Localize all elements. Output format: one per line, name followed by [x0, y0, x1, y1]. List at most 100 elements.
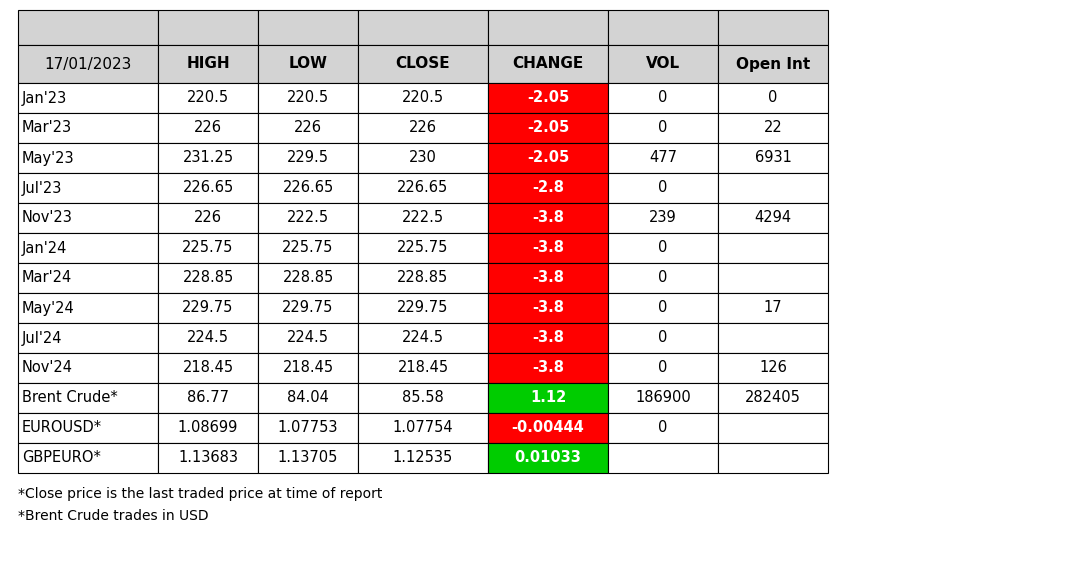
Bar — [258, 45, 358, 83]
Bar — [608, 443, 718, 473]
Bar — [18, 233, 158, 263]
Bar — [718, 203, 828, 233]
Text: *Close price is the last traded price at time of report: *Close price is the last traded price at… — [18, 487, 383, 501]
Text: 225.75: 225.75 — [182, 241, 234, 256]
Text: 230: 230 — [409, 150, 437, 165]
Bar — [18, 203, 158, 233]
Text: 226.65: 226.65 — [182, 180, 234, 195]
Text: Jul'24: Jul'24 — [22, 331, 63, 346]
Text: VOL: VOL — [646, 56, 680, 71]
Bar — [488, 323, 608, 353]
Text: 222.5: 222.5 — [402, 210, 444, 225]
Text: 220.5: 220.5 — [402, 90, 444, 105]
Text: 17: 17 — [764, 301, 783, 316]
Bar — [158, 413, 258, 443]
Bar — [608, 45, 718, 83]
Bar — [258, 293, 358, 323]
Bar — [358, 173, 488, 203]
Text: Mar'24: Mar'24 — [22, 271, 73, 286]
Text: 228.85: 228.85 — [182, 271, 234, 286]
Bar — [718, 293, 828, 323]
Text: May'24: May'24 — [22, 301, 75, 316]
Bar — [608, 383, 718, 413]
Bar — [358, 323, 488, 353]
Text: 0: 0 — [658, 241, 668, 256]
Bar — [608, 323, 718, 353]
Bar — [258, 233, 358, 263]
Bar — [158, 10, 258, 45]
Bar — [258, 113, 358, 143]
Bar — [258, 443, 358, 473]
Bar — [608, 143, 718, 173]
Bar — [718, 113, 828, 143]
Text: -2.05: -2.05 — [527, 90, 569, 105]
Bar — [608, 413, 718, 443]
Text: Mar'23: Mar'23 — [22, 120, 73, 135]
Bar — [488, 443, 608, 473]
Bar — [488, 263, 608, 293]
Text: 1.13705: 1.13705 — [278, 450, 338, 465]
Text: 220.5: 220.5 — [287, 90, 330, 105]
Bar — [158, 293, 258, 323]
Bar — [608, 173, 718, 203]
Text: -2.8: -2.8 — [532, 180, 564, 195]
Text: CLOSE: CLOSE — [396, 56, 450, 71]
Bar — [718, 263, 828, 293]
Bar — [358, 143, 488, 173]
Text: 282405: 282405 — [745, 391, 801, 406]
Text: 1.07753: 1.07753 — [278, 420, 338, 435]
Bar — [358, 10, 488, 45]
Bar — [18, 83, 158, 113]
Bar — [718, 143, 828, 173]
Bar — [158, 143, 258, 173]
Text: 226: 226 — [194, 210, 222, 225]
Bar — [718, 353, 828, 383]
Text: 224.5: 224.5 — [287, 331, 330, 346]
Text: LOW: LOW — [288, 56, 327, 71]
Text: 85.58: 85.58 — [402, 391, 443, 406]
Bar — [158, 323, 258, 353]
Bar — [258, 353, 358, 383]
Text: 226: 226 — [194, 120, 222, 135]
Text: 0: 0 — [658, 90, 668, 105]
Bar — [158, 173, 258, 203]
Text: 228.85: 228.85 — [282, 271, 334, 286]
Bar — [358, 45, 488, 83]
Bar — [488, 413, 608, 443]
Bar — [608, 263, 718, 293]
Bar — [18, 10, 158, 45]
Text: Jan'24: Jan'24 — [22, 241, 67, 256]
Text: 0.01033: 0.01033 — [515, 450, 581, 465]
Bar — [158, 353, 258, 383]
Text: 0: 0 — [658, 271, 668, 286]
Bar — [608, 10, 718, 45]
Bar — [358, 83, 488, 113]
Text: 186900: 186900 — [635, 391, 691, 406]
Bar — [258, 383, 358, 413]
Bar — [258, 323, 358, 353]
Bar — [158, 45, 258, 83]
Text: 224.5: 224.5 — [188, 331, 229, 346]
Bar — [358, 353, 488, 383]
Text: 218.45: 218.45 — [182, 361, 233, 376]
Text: -2.05: -2.05 — [527, 150, 569, 165]
Text: 228.85: 228.85 — [398, 271, 449, 286]
Bar — [358, 203, 488, 233]
Bar — [608, 293, 718, 323]
Text: 0: 0 — [658, 301, 668, 316]
Bar — [608, 353, 718, 383]
Bar — [358, 443, 488, 473]
Bar — [258, 143, 358, 173]
Text: Jan'23: Jan'23 — [22, 90, 67, 105]
Text: 231.25: 231.25 — [182, 150, 233, 165]
Text: 1.12: 1.12 — [530, 391, 566, 406]
Text: 6931: 6931 — [754, 150, 791, 165]
Text: GBPEURO*: GBPEURO* — [22, 450, 101, 465]
Text: 0: 0 — [658, 180, 668, 195]
Bar — [488, 353, 608, 383]
Text: 0: 0 — [658, 331, 668, 346]
Bar — [158, 83, 258, 113]
Bar — [358, 233, 488, 263]
Text: 225.75: 225.75 — [282, 241, 334, 256]
Text: 226: 226 — [294, 120, 322, 135]
